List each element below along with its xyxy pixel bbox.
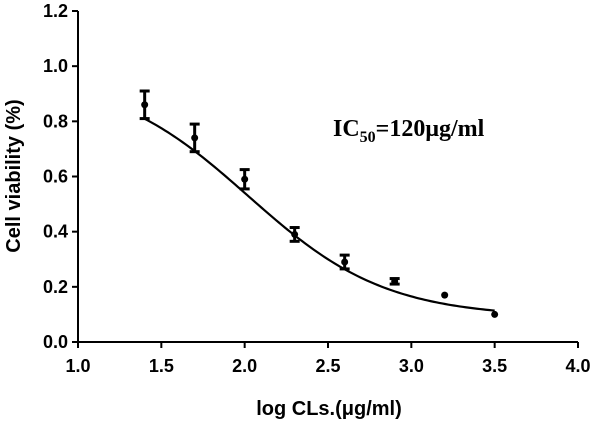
x-tick-label: 3.0 xyxy=(399,356,424,376)
x-tick-label: 1.5 xyxy=(149,356,174,376)
y-axis-title: Cell viability (%) xyxy=(3,99,25,252)
data-point xyxy=(391,277,399,285)
x-tick-label: 1.0 xyxy=(65,356,90,376)
ic50-annotation-main: IC xyxy=(333,116,360,142)
y-tick-label: 0.8 xyxy=(43,111,68,131)
ic50-annotation: IC50=120μg/ml xyxy=(333,116,485,146)
data-point xyxy=(341,258,349,266)
y-tick-label: 0.6 xyxy=(43,167,68,187)
data-point xyxy=(241,175,249,183)
ic50-annotation-subscript: 50 xyxy=(360,129,376,146)
data-point xyxy=(491,310,499,318)
y-tick-label: 0.4 xyxy=(43,222,68,242)
fit-curve xyxy=(144,117,495,312)
x-tick-label: 3.5 xyxy=(482,356,507,376)
data-point xyxy=(441,291,449,299)
plot-area: 1.0 1.5 2.0 2.5 3.0 3.5 4.0 0.0 0.2 0.4 0.6 0.8 1.0 1… xyxy=(43,1,591,376)
data-point xyxy=(141,101,149,109)
y-tick-label: 0.2 xyxy=(43,277,68,297)
x-axis-title: log CLs.(μg/ml) xyxy=(256,398,402,420)
y-tick-label: 1.0 xyxy=(43,56,68,76)
y-tick-label: 1.2 xyxy=(43,1,68,21)
data-point xyxy=(291,230,299,238)
data-point xyxy=(191,134,199,142)
y-tick-label: 0.0 xyxy=(43,332,68,352)
x-tick-label: 2.0 xyxy=(232,356,257,376)
ic50-annotation-value: =120μg/ml xyxy=(376,116,485,142)
x-tick-label: 4.0 xyxy=(565,356,590,376)
x-tick-label: 2.5 xyxy=(315,356,340,376)
